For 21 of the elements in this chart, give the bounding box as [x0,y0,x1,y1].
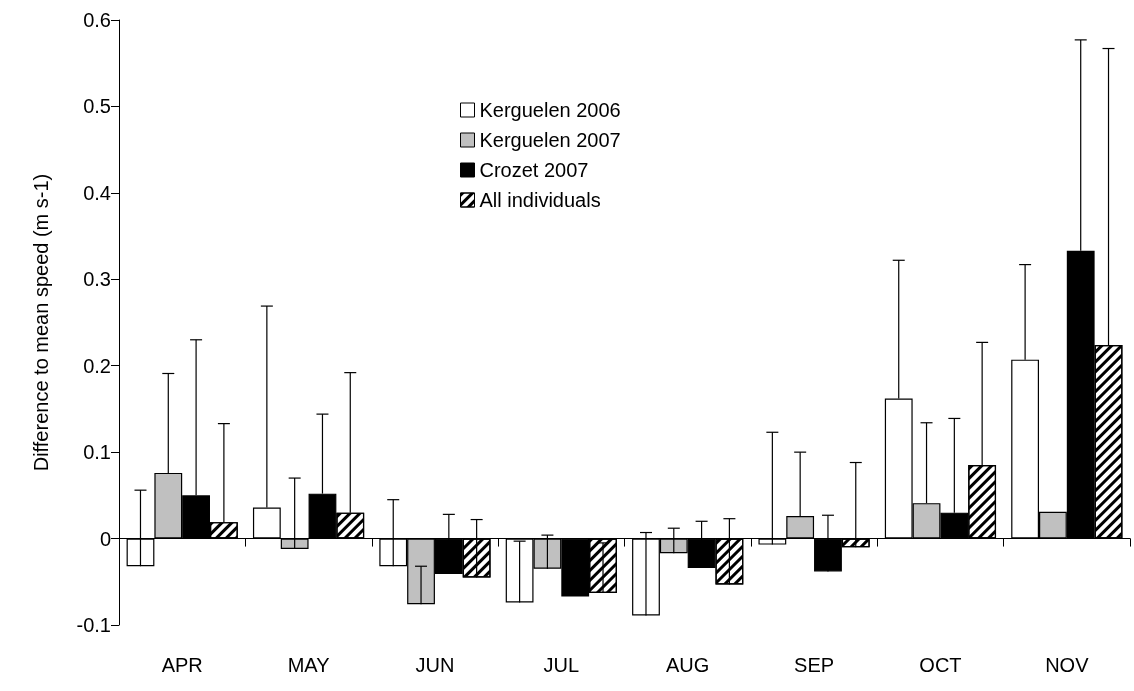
legend-label: Kerguelen 2007 [479,129,621,151]
legend-label: Kerguelen 2006 [479,99,621,121]
y-tick-label: 0.5 [83,95,111,118]
y-tick-label: 0 [99,527,111,550]
x-tick-label: MAY [287,654,330,676]
y-axis-title: Difference to mean speed (m s-1) [30,173,52,472]
x-tick-label: JUN [415,654,455,676]
legend-label: Crozet 2007 [479,159,589,181]
x-tick-label: AUG [666,654,710,676]
x-tick-label: SEP [794,654,835,676]
y-tick-label: 0.6 [83,9,111,31]
y-tick-label: 0.1 [83,441,111,464]
y-tick-label: 0.4 [83,181,111,204]
y-tick-label: -0.1 [76,614,111,636]
x-tick-label: OCT [919,654,962,676]
y-tick-label: 0.2 [83,354,111,377]
x-tick-label: JUL [543,654,580,676]
x-tick-label: NOV [1045,654,1090,676]
y-tick-label: 0.3 [83,268,111,291]
x-tick-label: APR [161,654,203,676]
legend-label: All individuals [479,189,601,211]
